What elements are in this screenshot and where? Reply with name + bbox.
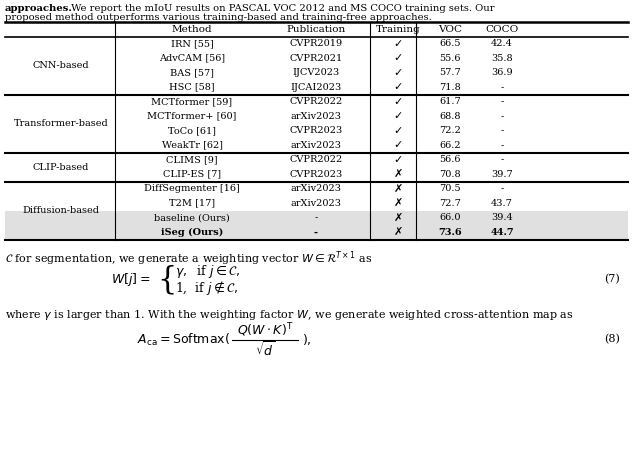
Text: 73.6: 73.6 xyxy=(438,228,462,237)
Text: CVPR2022: CVPR2022 xyxy=(289,97,342,106)
Text: ✓: ✓ xyxy=(394,155,403,165)
Text: $\mathcal{C}$ for segmentation, we generate a weighting vector $W \in \mathcal{R: $\mathcal{C}$ for segmentation, we gener… xyxy=(5,250,372,268)
Text: 66.5: 66.5 xyxy=(439,39,461,48)
Text: iSeg (Ours): iSeg (Ours) xyxy=(161,227,223,237)
Text: T2M [17]: T2M [17] xyxy=(169,199,215,208)
Text: (8): (8) xyxy=(604,334,620,345)
Text: 72.7: 72.7 xyxy=(439,199,461,208)
Text: 1,  if $j \notin \mathcal{C},$: 1, if $j \notin \mathcal{C},$ xyxy=(175,279,239,296)
Text: MCTformer+ [60]: MCTformer+ [60] xyxy=(147,112,237,121)
Text: -: - xyxy=(500,141,504,150)
Text: BAS [57]: BAS [57] xyxy=(170,68,214,77)
Text: {: { xyxy=(157,264,177,295)
Text: VOC: VOC xyxy=(438,25,462,34)
Text: MCTformer [59]: MCTformer [59] xyxy=(152,97,232,106)
Text: ✓: ✓ xyxy=(394,82,403,92)
Bar xyxy=(5,225,628,240)
Text: 56.6: 56.6 xyxy=(439,155,461,164)
Text: 55.6: 55.6 xyxy=(439,54,461,63)
Text: DiffSegmenter [16]: DiffSegmenter [16] xyxy=(144,184,240,193)
Text: CVPR2023: CVPR2023 xyxy=(289,170,342,179)
Text: $\sqrt{d}$: $\sqrt{d}$ xyxy=(255,340,275,359)
Text: $W[j] =$: $W[j] =$ xyxy=(111,271,150,288)
Text: Method: Method xyxy=(172,25,212,34)
Text: CLIP-ES [7]: CLIP-ES [7] xyxy=(163,170,221,179)
Text: CVPR2023: CVPR2023 xyxy=(289,126,342,135)
Text: IRN [55]: IRN [55] xyxy=(171,39,213,48)
Text: CNN-based: CNN-based xyxy=(33,61,90,70)
Text: Transformer-based: Transformer-based xyxy=(13,119,108,128)
Text: $Q(W \cdot K)^\mathrm{T}$: $Q(W \cdot K)^\mathrm{T}$ xyxy=(237,322,293,339)
Text: 36.9: 36.9 xyxy=(491,68,513,77)
Text: ✓: ✓ xyxy=(394,111,403,121)
Text: ✗: ✗ xyxy=(394,184,403,194)
Text: 68.8: 68.8 xyxy=(439,112,461,121)
Text: CLIMS [9]: CLIMS [9] xyxy=(166,155,218,164)
Text: ✓: ✓ xyxy=(394,39,403,49)
Text: CVPR2019: CVPR2019 xyxy=(289,39,342,48)
Text: -: - xyxy=(500,184,504,193)
Text: 70.8: 70.8 xyxy=(439,170,461,179)
Text: 57.7: 57.7 xyxy=(439,68,461,77)
Text: 44.7: 44.7 xyxy=(490,228,514,237)
Text: 66.2: 66.2 xyxy=(439,141,461,150)
Text: -: - xyxy=(500,83,504,92)
Text: approaches.: approaches. xyxy=(5,4,73,13)
Text: IJCV2023: IJCV2023 xyxy=(292,68,340,77)
Text: -: - xyxy=(500,97,504,106)
Text: -: - xyxy=(500,112,504,121)
Text: CVPR2021: CVPR2021 xyxy=(289,54,342,63)
Text: baseline (Ours): baseline (Ours) xyxy=(154,213,230,222)
Text: COCO: COCO xyxy=(485,25,518,34)
Text: 42.4: 42.4 xyxy=(491,39,513,48)
Text: -: - xyxy=(314,228,318,237)
Text: -: - xyxy=(500,155,504,164)
Text: 43.7: 43.7 xyxy=(491,199,513,208)
Text: proposed method outperforms various training-based and training-free approaches.: proposed method outperforms various trai… xyxy=(5,13,432,22)
Text: Diffusion-based: Diffusion-based xyxy=(22,206,99,215)
Text: ✓: ✓ xyxy=(394,140,403,150)
Text: ✗: ✗ xyxy=(394,198,403,208)
Text: arXiv2023: arXiv2023 xyxy=(291,184,342,193)
Text: ✓: ✓ xyxy=(394,68,403,78)
Text: 39.7: 39.7 xyxy=(491,170,513,179)
Text: 72.2: 72.2 xyxy=(439,126,461,135)
Text: CVPR2022: CVPR2022 xyxy=(289,155,342,164)
Text: ✗: ✗ xyxy=(394,227,403,237)
Bar xyxy=(5,211,628,225)
Text: 70.5: 70.5 xyxy=(439,184,461,193)
Text: ✓: ✓ xyxy=(394,126,403,136)
Text: -: - xyxy=(500,126,504,135)
Text: 71.8: 71.8 xyxy=(439,83,461,92)
Text: arXiv2023: arXiv2023 xyxy=(291,112,342,121)
Text: 35.8: 35.8 xyxy=(491,54,513,63)
Text: where $\gamma$ is larger than 1. With the weighting factor $W$, we generate weig: where $\gamma$ is larger than 1. With th… xyxy=(5,308,573,322)
Text: $\gamma,$  if $j \in \mathcal{C},$: $\gamma,$ if $j \in \mathcal{C},$ xyxy=(175,263,241,280)
Text: 39.4: 39.4 xyxy=(491,213,513,222)
Text: $A_\mathrm{ca} = \mathrm{Softmax}($: $A_\mathrm{ca} = \mathrm{Softmax}($ xyxy=(137,332,230,348)
Text: ✗: ✗ xyxy=(394,213,403,223)
Text: arXiv2023: arXiv2023 xyxy=(291,199,342,208)
Text: $),$: $),$ xyxy=(302,332,312,347)
Text: arXiv2023: arXiv2023 xyxy=(291,141,342,150)
Text: ToCo [61]: ToCo [61] xyxy=(168,126,216,135)
Text: Publication: Publication xyxy=(286,25,346,34)
Text: 66.0: 66.0 xyxy=(439,213,461,222)
Text: We report the mIoU results on PASCAL VOC 2012 and MS COCO training sets. Our: We report the mIoU results on PASCAL VOC… xyxy=(68,4,495,13)
Text: CLIP-based: CLIP-based xyxy=(33,162,89,172)
Text: WeakTr [62]: WeakTr [62] xyxy=(161,141,223,150)
Text: ✓: ✓ xyxy=(394,53,403,63)
Text: AdvCAM [56]: AdvCAM [56] xyxy=(159,54,225,63)
Text: ✓: ✓ xyxy=(394,97,403,107)
Text: IJCAI2023: IJCAI2023 xyxy=(291,83,342,92)
Text: ✗: ✗ xyxy=(394,169,403,179)
Text: HSC [58]: HSC [58] xyxy=(169,83,215,92)
Text: Training: Training xyxy=(376,25,420,34)
Text: (7): (7) xyxy=(604,274,620,285)
Text: -: - xyxy=(314,213,317,222)
Text: 61.7: 61.7 xyxy=(439,97,461,106)
